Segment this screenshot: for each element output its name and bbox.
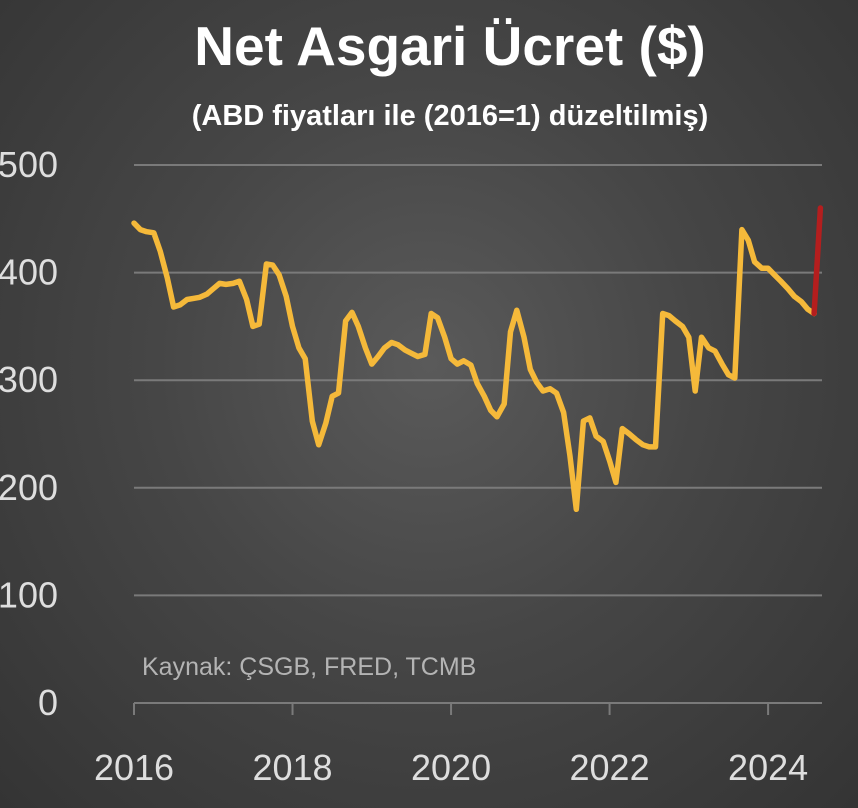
y-tick-label-400: 400 [0,252,58,293]
x-tick-label-2022: 2022 [570,747,650,788]
chart-subtitle: (ABD fiyatları ile (2016=1) düzeltilmiş) [192,100,709,132]
x-tick-label-2020: 2020 [411,747,491,788]
series-lines [131,205,824,513]
y-tick-label-500: 500 [0,144,58,185]
x-tick-label-2018: 2018 [252,747,332,788]
series-line-latest [811,205,824,317]
y-axis-ticks: 0 100 200 300 400 500 [0,144,58,723]
x-tick-label-2024: 2024 [728,747,808,788]
x-tick-label-2016: 2016 [94,747,174,788]
y-tick-label-100: 100 [0,574,58,615]
x-axis-ticks: 2016 2018 2020 2022 2024 [94,702,822,788]
y-tick-label-0: 0 [38,682,58,723]
y-tick-label-300: 300 [0,359,58,400]
series-line-main [131,220,817,513]
chart-title: Net Asgari Ücret ($) [194,15,705,77]
y-tick-label-200: 200 [0,467,58,508]
source-note: Kaynak: ÇSGB, FRED, TCMB [142,653,476,681]
